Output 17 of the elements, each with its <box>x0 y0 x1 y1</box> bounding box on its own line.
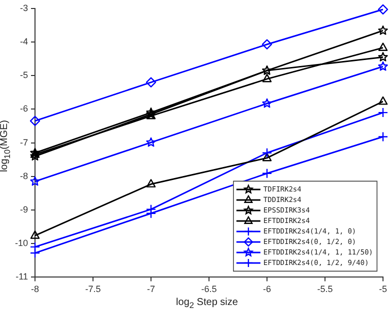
y-tick-label: -8 <box>20 170 28 181</box>
y-tick-label: -7 <box>20 137 28 148</box>
y-tick-label: -10 <box>14 238 28 248</box>
x-tick-label: -6.5 <box>201 284 217 294</box>
x-tick-label: -8 <box>31 284 40 294</box>
x-tick-label: -7.5 <box>85 284 101 294</box>
y-tick-label: -4 <box>20 36 28 46</box>
x-axis-title: log$_{2}$ Step size <box>175 296 239 312</box>
x-tick-label: -7 <box>146 284 156 294</box>
y-tick-label: -9 <box>20 204 28 214</box>
x-tick-label: -5 <box>378 284 388 294</box>
y-tick-label: -5 <box>20 70 28 80</box>
y-tick-label: -3 <box>20 2 28 13</box>
x-tick-label: -6 <box>262 284 272 294</box>
x-tick-label: -5.5 <box>317 284 333 294</box>
y-tick-label: -6 <box>20 104 28 114</box>
y-tick-label: -11 <box>16 272 28 282</box>
